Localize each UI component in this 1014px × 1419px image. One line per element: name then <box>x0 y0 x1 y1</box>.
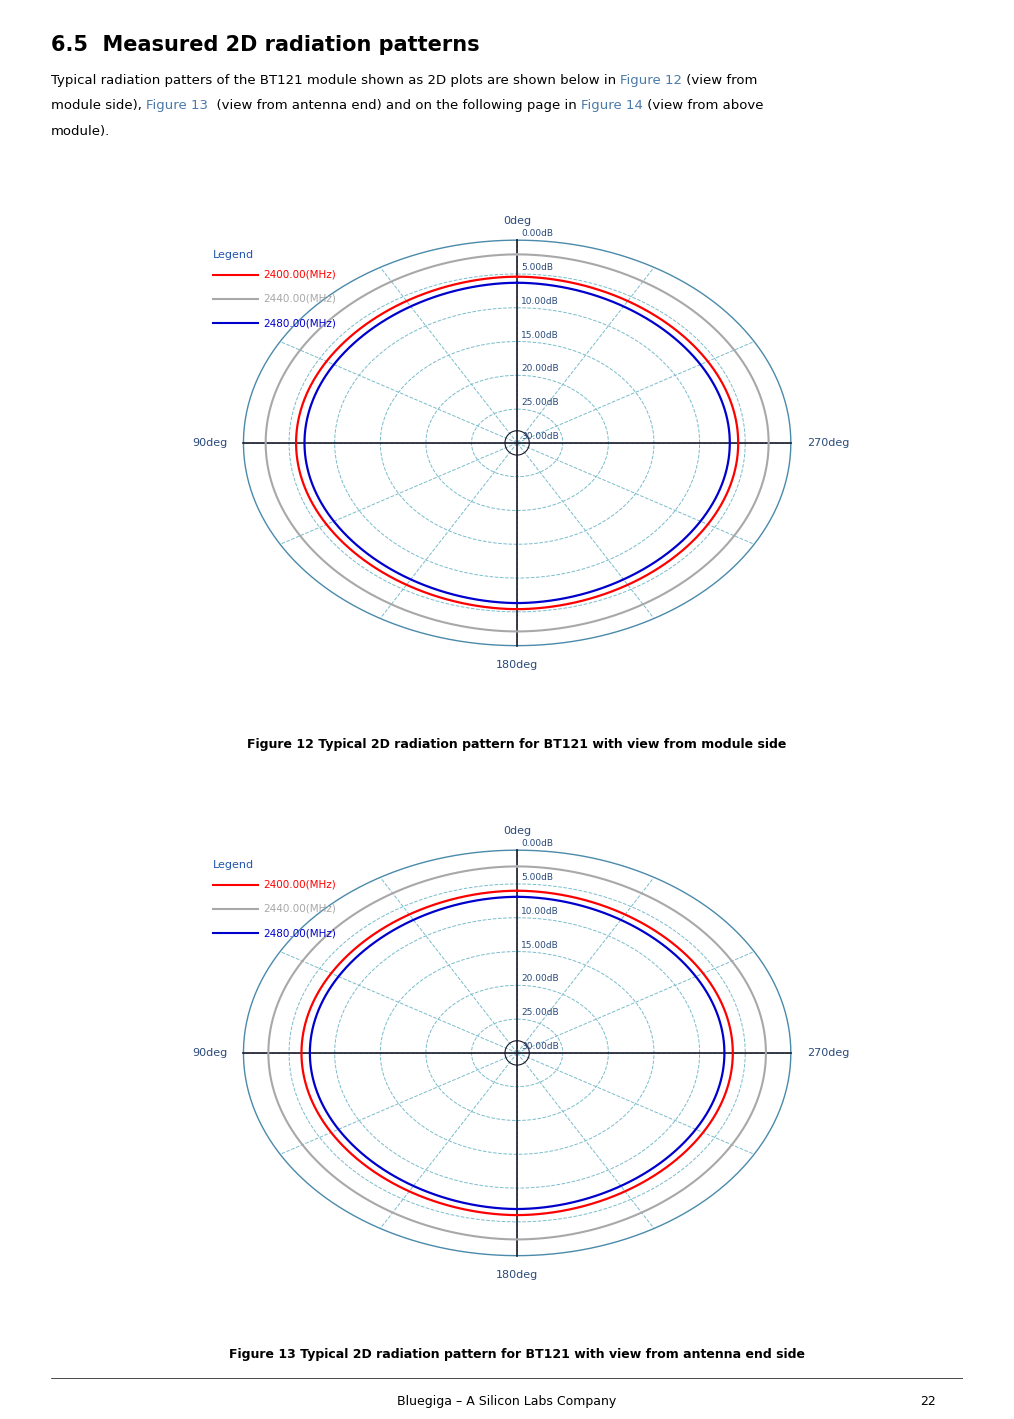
Text: 270deg: 270deg <box>807 1047 850 1059</box>
Text: 0.00dB: 0.00dB <box>521 228 554 238</box>
Text: 25.00dB: 25.00dB <box>521 1007 559 1017</box>
Text: 90deg: 90deg <box>192 1047 227 1059</box>
Text: 30.00dB: 30.00dB <box>521 1042 559 1051</box>
Text: 2480.00(MHz): 2480.00(MHz) <box>264 928 337 938</box>
Text: 15.00dB: 15.00dB <box>521 941 559 949</box>
Text: 5.00dB: 5.00dB <box>521 873 554 883</box>
Text: Legend: Legend <box>213 250 255 260</box>
Text: 20.00dB: 20.00dB <box>521 975 559 983</box>
Text: 20.00dB: 20.00dB <box>521 365 559 373</box>
Text: (view from antenna end) and on the following page in: (view from antenna end) and on the follo… <box>208 99 581 112</box>
Text: 6.5  Measured 2D radiation patterns: 6.5 Measured 2D radiation patterns <box>51 35 480 55</box>
Text: 5.00dB: 5.00dB <box>521 263 554 272</box>
Text: 180deg: 180deg <box>496 1270 538 1280</box>
Text: Figure 14: Figure 14 <box>581 99 643 112</box>
Text: 22: 22 <box>920 1395 936 1408</box>
Text: Figure 12: Figure 12 <box>621 74 682 87</box>
Text: 10.00dB: 10.00dB <box>521 907 559 915</box>
Text: Typical radiation patters of the BT121 module shown as 2D plots are shown below : Typical radiation patters of the BT121 m… <box>51 74 621 87</box>
Text: 2440.00(MHz): 2440.00(MHz) <box>264 294 337 304</box>
Text: 0.00dB: 0.00dB <box>521 839 554 849</box>
Text: 180deg: 180deg <box>496 660 538 670</box>
Text: Figure 12 Typical 2D radiation pattern for BT121 with view from module side: Figure 12 Typical 2D radiation pattern f… <box>247 738 787 751</box>
Text: Figure 13: Figure 13 <box>146 99 208 112</box>
Text: 0deg: 0deg <box>503 826 531 836</box>
Text: 2440.00(MHz): 2440.00(MHz) <box>264 904 337 914</box>
Text: module).: module). <box>51 125 110 138</box>
Text: 2400.00(MHz): 2400.00(MHz) <box>264 880 337 890</box>
Text: 2400.00(MHz): 2400.00(MHz) <box>264 270 337 280</box>
Text: 10.00dB: 10.00dB <box>521 297 559 305</box>
Text: 270deg: 270deg <box>807 438 850 448</box>
Text: 25.00dB: 25.00dB <box>521 399 559 407</box>
Text: Legend: Legend <box>213 860 255 870</box>
Text: 0deg: 0deg <box>503 216 531 226</box>
Text: 2480.00(MHz): 2480.00(MHz) <box>264 318 337 328</box>
Text: module side),: module side), <box>51 99 146 112</box>
Text: (view from: (view from <box>682 74 757 87</box>
Text: 30.00dB: 30.00dB <box>521 431 559 441</box>
Text: (view from above: (view from above <box>643 99 764 112</box>
Text: 90deg: 90deg <box>192 438 227 448</box>
Text: Bluegiga – A Silicon Labs Company: Bluegiga – A Silicon Labs Company <box>397 1395 617 1408</box>
Text: 15.00dB: 15.00dB <box>521 331 559 339</box>
Text: Figure 13 Typical 2D radiation pattern for BT121 with view from antenna end side: Figure 13 Typical 2D radiation pattern f… <box>229 1348 805 1361</box>
